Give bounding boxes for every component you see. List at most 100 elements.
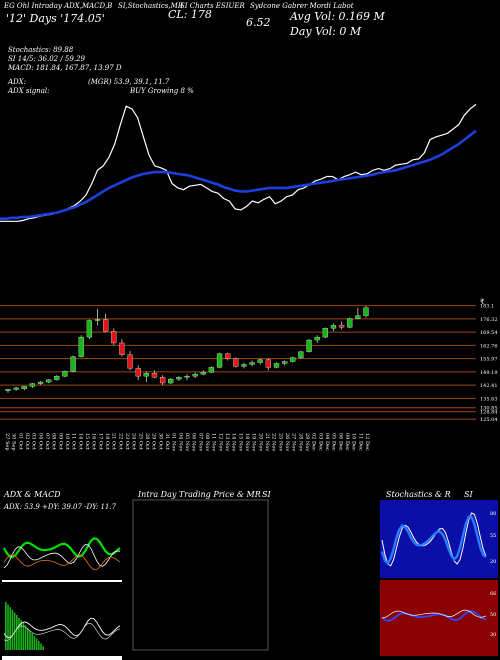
main-chart: 183.1 176.32 169.54 162.76 155.97 149.19 142.4… — [0, 103, 498, 451]
macd-histogram-bar — [33, 635, 36, 650]
adx-line — [3, 544, 121, 569]
stoch-d-line — [380, 515, 487, 566]
x-tick-label: 14 Oct — [77, 433, 83, 450]
x-tick-label: 21 Oct — [111, 433, 117, 450]
x-tick-label: 06 Nov — [191, 433, 197, 451]
rsi-tick-50: 50 — [490, 612, 496, 618]
change-label: 6.52 — [246, 16, 271, 29]
x-tick-label: 18 Oct — [104, 433, 110, 450]
x-tick-label: 23 Oct — [124, 433, 130, 450]
candle-body — [119, 342, 125, 355]
x-tick-label: 20 Nov — [257, 433, 263, 451]
x-tick-label: 10 Oct — [64, 433, 70, 450]
x-tick-label: 11 Nov — [211, 433, 217, 451]
candle-body — [143, 373, 149, 377]
macd-signal-line — [3, 622, 121, 642]
macd-histogram-bar — [40, 643, 42, 650]
stoch-panel-si: SI — [464, 490, 473, 499]
x-tick-label: 12 Dec — [364, 433, 370, 451]
candle-body — [338, 325, 345, 328]
candle-body — [208, 367, 215, 373]
x-tick-label: 01 Oct — [17, 433, 23, 450]
intra-panel-frame — [132, 499, 269, 651]
x-tick-label: 06 Dec — [337, 433, 343, 451]
price-tick-label: 149.19 — [480, 370, 498, 376]
x-tick-label: 25 Oct — [137, 433, 143, 450]
price-tick-label: 183.1 — [480, 304, 494, 310]
stoch-tick-55: 55 — [490, 533, 496, 539]
x-tick-label: 03 Oct — [31, 433, 37, 450]
macd-panel-bg — [2, 582, 122, 656]
x-tick-label: 25 Nov — [277, 433, 283, 451]
x-tick-label: 09 Dec — [344, 433, 350, 451]
x-tick-label: 04 Nov — [177, 433, 183, 451]
candle-body — [111, 331, 117, 344]
stoch-tick-20: 20 — [490, 559, 496, 565]
x-tick-label: 18 Nov — [244, 433, 250, 451]
price-tick-label: 125.04 — [480, 417, 498, 423]
x-tick-label: 04 Oct — [37, 433, 43, 450]
rsi-tick-30: 30 — [490, 632, 496, 638]
price-tick-label: 135.63 — [480, 396, 498, 402]
x-tick-label: 01 Nov — [171, 433, 177, 451]
stoch-k-line — [381, 512, 487, 567]
rsi-panel-bg — [380, 580, 498, 656]
stochastics-readout: Stochastics: 89.88 — [8, 46, 74, 54]
candle-body — [46, 379, 52, 383]
header-line1-c: SI Charts ESIUER — [180, 2, 245, 10]
x-tick-label: 15 Oct — [84, 433, 90, 450]
macd-histogram-bar — [29, 630, 31, 650]
price-tick-label: 155.97 — [480, 357, 498, 363]
adx-panel-readout: ADX: 53.9 +DY: 39.07 -DY: 11.7 — [3, 503, 117, 511]
header-line1-a: EG Ohl Intraday ADX,MACD,B — [4, 2, 113, 10]
macd-histogram-bar — [20, 620, 22, 650]
x-tick-label: 08 Nov — [204, 433, 210, 451]
candle-body — [168, 378, 174, 384]
x-tick-label: 03 Dec — [317, 433, 323, 451]
day-vol-label: Day Vol: 0 M — [290, 25, 362, 38]
price-tick-label: 128.84 — [480, 410, 498, 416]
x-tick-label: 29 Nov — [304, 433, 310, 451]
candle-body — [94, 319, 101, 321]
candle-body — [306, 339, 312, 352]
macd-histogram-bar — [18, 617, 20, 650]
x-tick-label: 07 Oct — [44, 433, 50, 450]
x-tick-label: 05 Nov — [184, 433, 190, 451]
candle-body — [176, 376, 182, 380]
adx-signal-text: BUY Growing 8 % — [130, 87, 194, 95]
header-line1-b: SI,Stochastics,MR — [118, 2, 184, 10]
x-tick-label: 04 Dec — [324, 433, 330, 451]
stoch-panel-bg — [380, 500, 498, 578]
candle-body — [102, 319, 109, 332]
x-tick-label: 26 Nov — [284, 433, 290, 451]
intra-panel-title: Intra Day Trading Price & MR — [138, 490, 261, 499]
price-tick-label: 176.32 — [480, 317, 498, 323]
price-tick-label: 142.41 — [480, 383, 498, 389]
candle-body — [355, 315, 361, 319]
header-line1-d: Sydcone Gabrer Mordi Labot — [250, 2, 354, 10]
macd-histogram-bar — [31, 633, 33, 650]
macd-histogram-bar — [5, 602, 7, 650]
x-tick-label: 27 Nov — [291, 433, 297, 451]
macd-histogram-bar — [35, 638, 38, 650]
x-tick-label: 07 Nov — [197, 433, 203, 451]
macd-histogram-bar — [16, 615, 18, 650]
x-tick-label: 30 Sep — [11, 433, 17, 451]
adx-panel-title: ADX & MACD — [4, 490, 61, 499]
candle-body — [13, 387, 19, 390]
x-tick-label: 02 Oct — [24, 433, 30, 450]
adx-panel-frame — [2, 500, 122, 660]
candle-body — [135, 368, 141, 377]
stoch-tick-80: 80 — [490, 511, 496, 517]
intra-panel-si: SI — [262, 490, 271, 499]
candle-body — [330, 325, 337, 329]
x-tick-label: 16 Oct — [91, 433, 97, 450]
x-tick-label: 31 Oct — [164, 433, 170, 450]
candle-body — [54, 376, 60, 380]
x-tick-label: 13 Nov — [224, 433, 230, 451]
candle-body — [322, 328, 328, 338]
macd-histogram-bar — [13, 612, 16, 650]
candle-body — [290, 357, 296, 362]
candle-body — [29, 383, 36, 387]
x-tick-label: 05 Dec — [331, 433, 337, 451]
